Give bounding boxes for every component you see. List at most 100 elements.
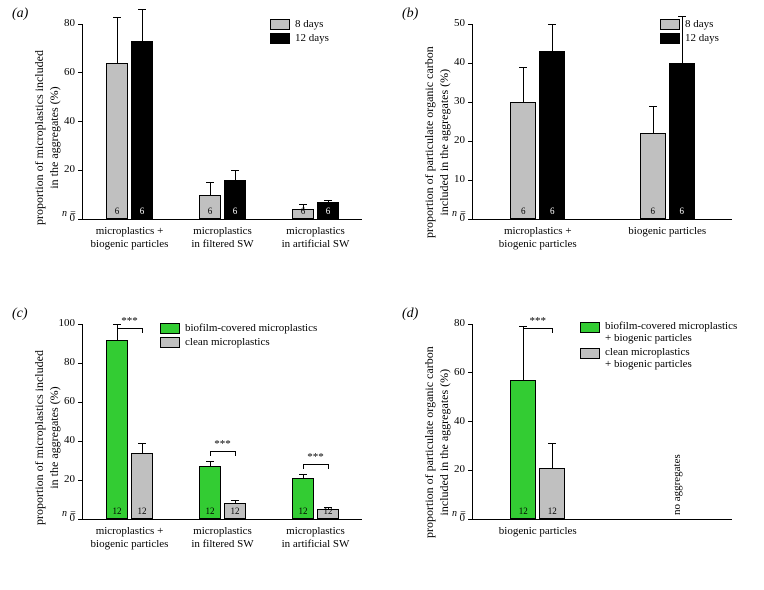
- significance-tick: [117, 328, 118, 333]
- figure-root: (a) proportion of microplastics included…: [0, 0, 764, 589]
- significance-stars: ***: [523, 315, 553, 327]
- legend-swatch: [160, 323, 180, 334]
- error-cap: [649, 106, 657, 107]
- legend-label: 8 days: [295, 18, 323, 30]
- x-category-label: microplasticsin artificial SW: [266, 525, 366, 550]
- ytick-mark: [468, 219, 472, 220]
- panel-c-label: (c): [12, 306, 28, 322]
- legend-swatch: [270, 33, 290, 44]
- legend-label: biofilm-covered microplastics: [185, 322, 317, 334]
- significance-tick: [235, 451, 236, 456]
- legend-label: 12 days: [685, 32, 719, 44]
- error-bar: [117, 17, 118, 63]
- significance-bracket: [303, 464, 328, 465]
- panel-a-legend: 8 days 12 days: [270, 18, 329, 46]
- ytick-label: 100: [53, 318, 75, 329]
- ytick-label: 10: [443, 174, 465, 185]
- bar: 12: [131, 453, 153, 519]
- n-label: 12: [107, 506, 127, 516]
- ytick-label: 20: [53, 474, 75, 485]
- error-cap: [113, 17, 121, 18]
- ytick-mark: [468, 141, 472, 142]
- error-cap: [324, 200, 332, 201]
- ytick-label: 20: [443, 464, 465, 475]
- error-bar: [523, 67, 524, 102]
- ytick-mark: [78, 402, 82, 403]
- error-cap: [138, 443, 146, 444]
- bar: 12: [292, 478, 314, 519]
- n-label: 12: [293, 506, 313, 516]
- x-category-label: microplastics +biogenic particles: [80, 225, 180, 250]
- no-aggregates-label: no aggregates: [671, 454, 683, 515]
- n-label: 6: [225, 206, 245, 216]
- ytick-label: 20: [53, 164, 75, 175]
- bar: 12: [224, 503, 246, 519]
- n-label: 6: [318, 206, 338, 216]
- n-label: 6: [670, 206, 694, 216]
- ytick-mark: [468, 372, 472, 373]
- ytick-label: 60: [53, 67, 75, 78]
- error-cap: [206, 182, 214, 183]
- n-label: 12: [132, 506, 152, 516]
- bar: 6: [510, 102, 536, 219]
- n-label: 6: [641, 206, 665, 216]
- bar: 12: [199, 466, 221, 519]
- n-label: 6: [107, 206, 127, 216]
- bar: 6: [131, 41, 153, 219]
- error-bar: [142, 443, 143, 453]
- legend-swatch: [270, 19, 290, 30]
- legend-item: 8 days: [270, 18, 329, 30]
- error-bar: [210, 182, 211, 194]
- legend-label: clean microplastics: [185, 336, 270, 348]
- ytick-mark: [78, 363, 82, 364]
- n-label: 12: [511, 506, 535, 516]
- legend-swatch: [580, 348, 600, 359]
- bar: 6: [539, 51, 565, 219]
- error-bar: [552, 443, 553, 467]
- legend-label: biofilm-covered microplastics + biogenic…: [605, 320, 737, 344]
- ytick-mark: [468, 470, 472, 471]
- legend-swatch: [580, 322, 600, 333]
- x-category-label: biogenic particles: [488, 525, 588, 538]
- ytick-label: 20: [443, 135, 465, 146]
- significance-tick: [142, 328, 143, 333]
- panel-d: (d) proportion of particulate organic ca…: [390, 300, 760, 590]
- significance-tick: [210, 451, 211, 456]
- error-cap: [206, 461, 214, 462]
- legend-label: 8 days: [685, 18, 713, 30]
- bar: 6: [317, 202, 339, 219]
- n-label: 12: [540, 506, 564, 516]
- ytick-mark: [468, 324, 472, 325]
- panel-b-label: (b): [402, 6, 418, 22]
- error-cap: [231, 170, 239, 171]
- legend-item: biofilm-covered microplastics: [160, 322, 317, 334]
- ytick-mark: [78, 24, 82, 25]
- error-bar: [142, 9, 143, 41]
- ytick-label: 40: [443, 57, 465, 68]
- panel-c-legend: biofilm-covered microplastics clean micr…: [160, 322, 317, 350]
- x-category-label: microplastics +biogenic particles: [80, 525, 180, 550]
- x-category-label: microplasticsin artificial SW: [266, 225, 366, 250]
- error-cap: [299, 204, 307, 205]
- legend-item: clean microplastics + biogenic particles: [580, 346, 737, 370]
- bar: 12: [317, 509, 339, 519]
- panel-c: (c) proportion of microplastics included…: [0, 300, 380, 590]
- panel-a-plot: 020406080microplastics +biogenic particl…: [82, 24, 362, 220]
- bar: 6: [199, 195, 221, 219]
- legend-item: biofilm-covered microplastics + biogenic…: [580, 320, 737, 344]
- panel-d-legend: biofilm-covered microplastics + biogenic…: [580, 320, 737, 372]
- significance-stars: ***: [301, 451, 331, 463]
- legend-swatch: [160, 337, 180, 348]
- n-label: 6: [132, 206, 152, 216]
- error-bar: [235, 170, 236, 180]
- significance-bracket: [210, 451, 235, 452]
- error-cap: [548, 443, 556, 444]
- bar: 12: [539, 468, 565, 519]
- significance-bracket: [523, 328, 552, 329]
- error-cap: [231, 500, 239, 501]
- bar: 12: [510, 380, 536, 519]
- error-cap: [519, 67, 527, 68]
- n-label: 6: [200, 206, 220, 216]
- error-cap: [324, 507, 332, 508]
- ytick-mark: [468, 421, 472, 422]
